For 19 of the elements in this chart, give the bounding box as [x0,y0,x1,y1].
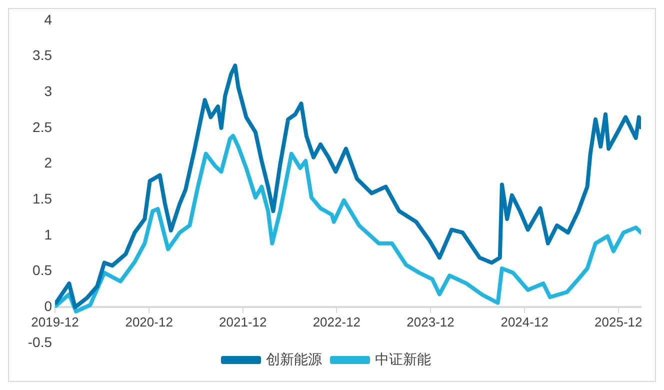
y-tick-label: 3.5 [32,47,52,64]
y-tick-label: 4 [44,11,52,28]
x-tick-label: 2025-12 [594,314,642,330]
y-tick-label: 0 [44,298,52,314]
y-tick-label: 0.5 [32,262,52,278]
y-tick-label: 3 [44,82,52,99]
x-tick-label: 2022-12 [312,314,361,330]
x-tick-label: 2024-12 [500,314,548,330]
x-tick-label: 2019-12 [31,314,79,330]
legend-label: 中证新能 [375,350,431,367]
x-tick-label: 2021-12 [219,314,267,330]
y-tick-label: -0.5 [28,334,52,350]
x-tick-label: 2020-12 [125,314,173,330]
y-tick-label: 2 [44,154,52,171]
y-tick-label: 1 [44,226,52,242]
legend-label: 创新能源 [266,350,322,367]
y-tick-label: 2.5 [32,118,52,135]
x-tick-label: 2023-12 [406,314,454,330]
y-tick-label: 1.5 [32,190,52,206]
